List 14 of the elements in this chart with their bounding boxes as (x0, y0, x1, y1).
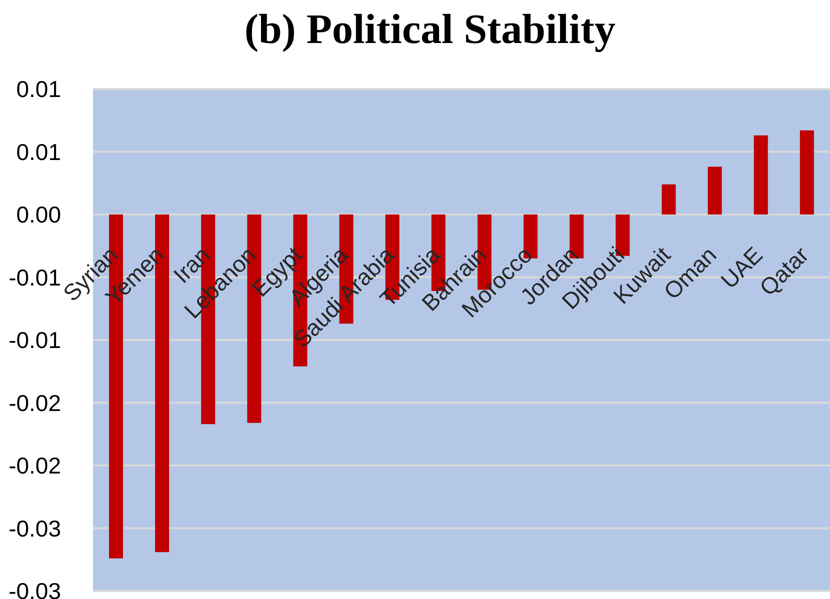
y-tick-label: 0.01 (16, 138, 61, 165)
bar (708, 166, 722, 214)
bar (662, 184, 676, 214)
y-tick-label: -0.03 (8, 515, 61, 542)
bar (800, 130, 814, 214)
y-tick-label: -0.01 (8, 327, 61, 354)
y-tick-label: -0.01 (8, 264, 61, 290)
chart-title: (b) Political Stability (244, 6, 616, 54)
y-tick-label: -0.03 (8, 578, 61, 599)
bar (754, 135, 768, 214)
y-tick-label: -0.02 (8, 452, 61, 479)
y-tick-label: 0.01 (16, 76, 61, 102)
y-tick-label: -0.02 (8, 390, 61, 416)
y-tick-label: 0.00 (16, 202, 61, 228)
